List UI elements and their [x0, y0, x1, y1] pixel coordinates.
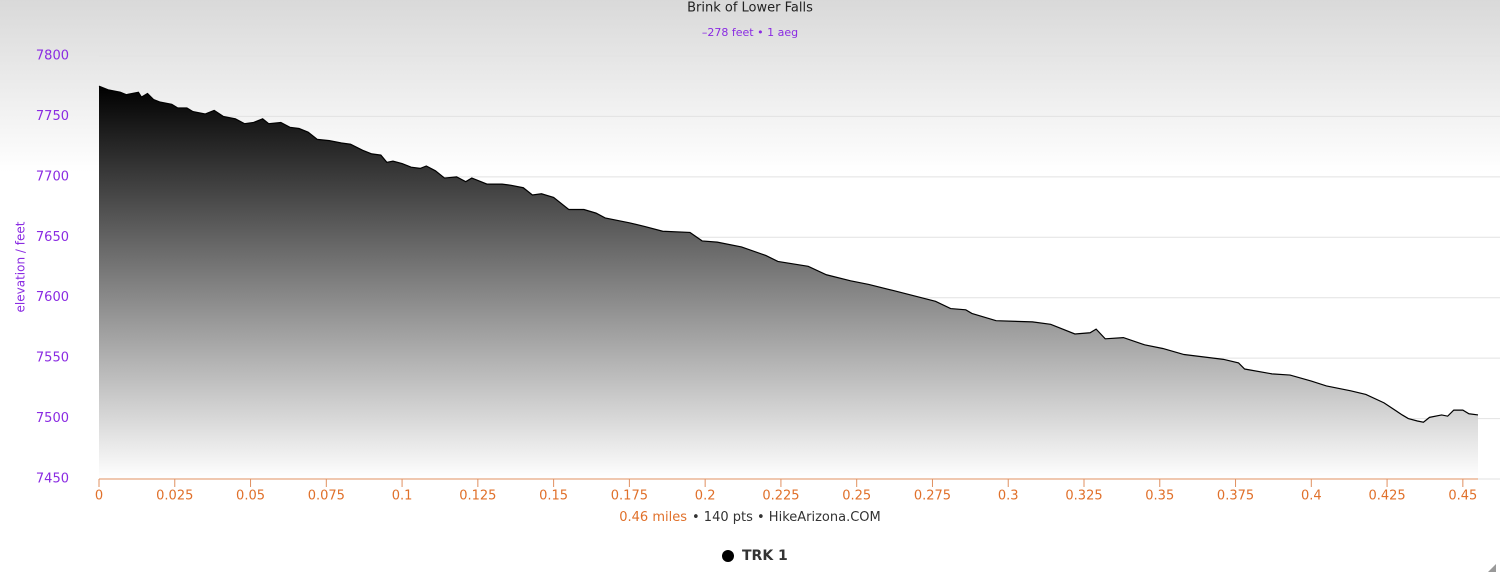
- y-tick-label: 7500: [36, 411, 69, 426]
- x-tick-label: 0.375: [1217, 489, 1254, 504]
- x-tick-label: 0.35: [1145, 489, 1174, 504]
- y-axis-label: elevation / feet: [14, 221, 28, 312]
- legend-label: TRK 1: [742, 548, 788, 564]
- x-tick-label: 0.05: [236, 489, 265, 504]
- legend-marker: [722, 550, 734, 562]
- x-tick-label: 0.45: [1448, 489, 1477, 504]
- x-tick-label: 0.2: [695, 489, 716, 504]
- y-tick-label: 7550: [36, 351, 69, 366]
- y-tick-label: 7650: [36, 230, 69, 245]
- x-tick-label: 0.125: [459, 489, 496, 504]
- x-tick-label: 0.15: [539, 489, 568, 504]
- x-tick-label: 0.075: [308, 489, 345, 504]
- y-tick-label: 7800: [36, 49, 69, 64]
- x-tick-label: 0.275: [914, 489, 951, 504]
- chart-title: Brink of Lower Falls: [687, 1, 813, 16]
- chart-subtitle: –278 feet • 1 aeg: [702, 26, 798, 39]
- x-tick-label: 0: [95, 489, 103, 504]
- x-axis-label: 0.46 miles • 140 pts • HikeArizona.COM: [619, 510, 881, 525]
- x-tick-label: 0.025: [156, 489, 193, 504]
- area-fill: [99, 86, 1478, 479]
- x-axis-info: • 140 pts • HikeArizona.COM: [692, 510, 881, 525]
- x-tick-label: 0.4: [1301, 489, 1322, 504]
- x-tick-label: 0.3: [998, 489, 1019, 504]
- x-tick-label: 0.325: [1065, 489, 1102, 504]
- x-tick-label: 0.425: [1368, 489, 1405, 504]
- area-line: [98, 85, 1479, 423]
- y-tick-label: 7750: [36, 109, 69, 124]
- x-axis-distance: 0.46 miles: [619, 510, 687, 525]
- x-tick-label: 0.175: [611, 489, 648, 504]
- y-tick-label: 7450: [36, 472, 69, 487]
- x-tick-label: 0.25: [842, 489, 871, 504]
- y-tick-label: 7600: [36, 290, 69, 305]
- resize-handle: [1488, 564, 1496, 572]
- x-tick-label: 0.1: [392, 489, 413, 504]
- y-tick-label: 7700: [36, 169, 69, 184]
- x-tick-label: 0.225: [762, 489, 799, 504]
